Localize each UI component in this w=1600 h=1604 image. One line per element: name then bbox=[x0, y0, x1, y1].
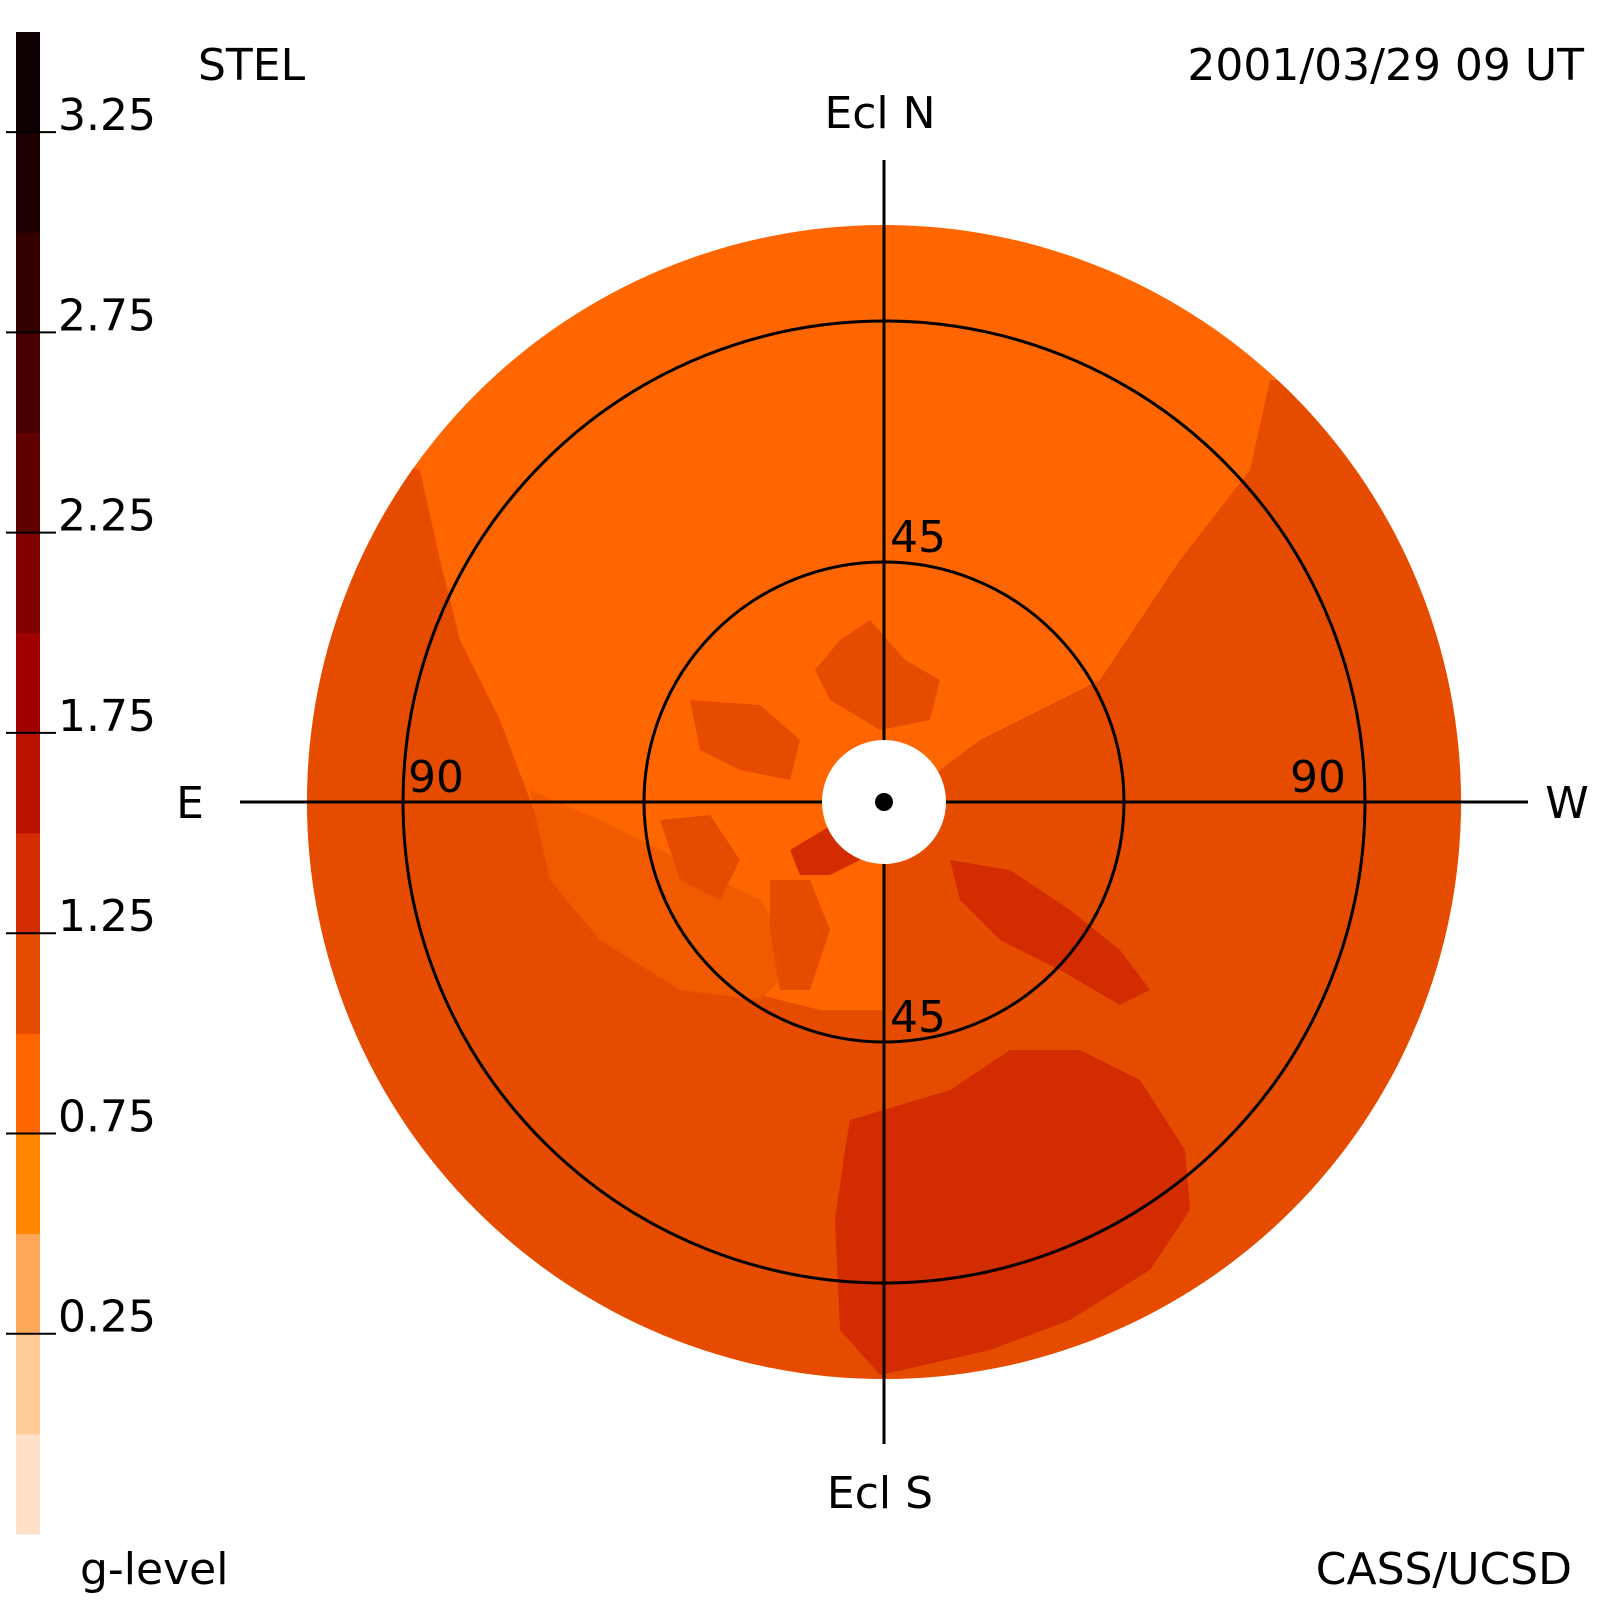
timestamp-label: 2001/03/29 09 UT bbox=[1187, 40, 1584, 91]
colorbar-tick-label: 1.25 bbox=[58, 891, 156, 942]
colorbar-band bbox=[16, 132, 40, 233]
ring-label-45-south: 45 bbox=[890, 992, 946, 1043]
direction-label-east: E bbox=[176, 778, 204, 829]
colorbar-band bbox=[16, 1433, 40, 1535]
g-level-regions bbox=[307, 380, 1461, 1379]
colorbar-band bbox=[16, 632, 40, 734]
direction-label-west: W bbox=[1545, 778, 1589, 829]
region-south-enhancement bbox=[835, 1050, 1190, 1375]
region-southwest-streak bbox=[950, 860, 1150, 1005]
colorbar-band bbox=[16, 32, 40, 133]
direction-label-north: Ecl N bbox=[824, 88, 935, 139]
colorbar-band bbox=[16, 532, 40, 634]
region-southern-disk bbox=[307, 800, 1461, 1379]
colorbar-label: g-level bbox=[80, 1544, 228, 1595]
colorbar-band bbox=[16, 933, 40, 1034]
colorbar-tick-label: 0.75 bbox=[58, 1091, 156, 1142]
colorbar-tick-label: 0.25 bbox=[58, 1292, 156, 1343]
region-inner-lobe-sw bbox=[660, 815, 740, 900]
colorbar-band bbox=[16, 432, 40, 534]
colorbar-band bbox=[16, 1133, 40, 1235]
colorbar-band bbox=[16, 1333, 40, 1435]
colorbar-band bbox=[16, 232, 40, 333]
region-inner-eastern-lobe bbox=[530, 790, 800, 1000]
direction-label-south: Ecl S bbox=[827, 1468, 933, 1519]
colorbar-band bbox=[16, 1033, 40, 1134]
region-inner-lobe-north bbox=[815, 620, 940, 730]
instrument-label: STEL bbox=[198, 40, 306, 91]
colorbar-tick-label: 2.25 bbox=[58, 491, 156, 542]
ring-label-90-west: 90 bbox=[1290, 752, 1346, 803]
colorbar-band bbox=[16, 732, 40, 834]
region-inner-lobe-west bbox=[690, 700, 800, 780]
colorbar-tick-label: 3.25 bbox=[58, 90, 156, 141]
ring-label-90-east: 90 bbox=[408, 752, 464, 803]
colorbar-tick-label: 1.75 bbox=[58, 691, 156, 742]
sun-center-dot bbox=[875, 793, 893, 811]
ring-label-45-north: 45 bbox=[890, 512, 946, 563]
colorbar: 0.25 0.75 1.25 1.75 2.25 2.75 3.25 bbox=[6, 32, 156, 1535]
skymap: 45 45 90 90 Ecl N Ecl S E W bbox=[176, 88, 1589, 1519]
region-inner-lobe-s bbox=[770, 880, 830, 990]
colorbar-band bbox=[16, 1233, 40, 1335]
colorbar-band bbox=[16, 833, 40, 934]
colorbar-band bbox=[16, 332, 40, 434]
colorbar-tick-label: 2.75 bbox=[58, 290, 156, 341]
credit-label: CASS/UCSD bbox=[1316, 1544, 1572, 1595]
